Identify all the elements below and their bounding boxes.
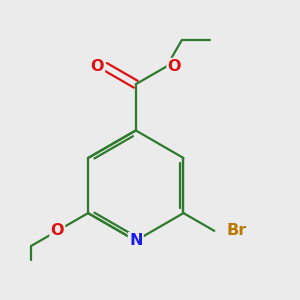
- Text: N: N: [129, 233, 142, 248]
- Text: O: O: [50, 224, 64, 238]
- Text: O: O: [90, 59, 104, 74]
- Text: Br: Br: [227, 224, 247, 238]
- Text: O: O: [168, 59, 181, 74]
